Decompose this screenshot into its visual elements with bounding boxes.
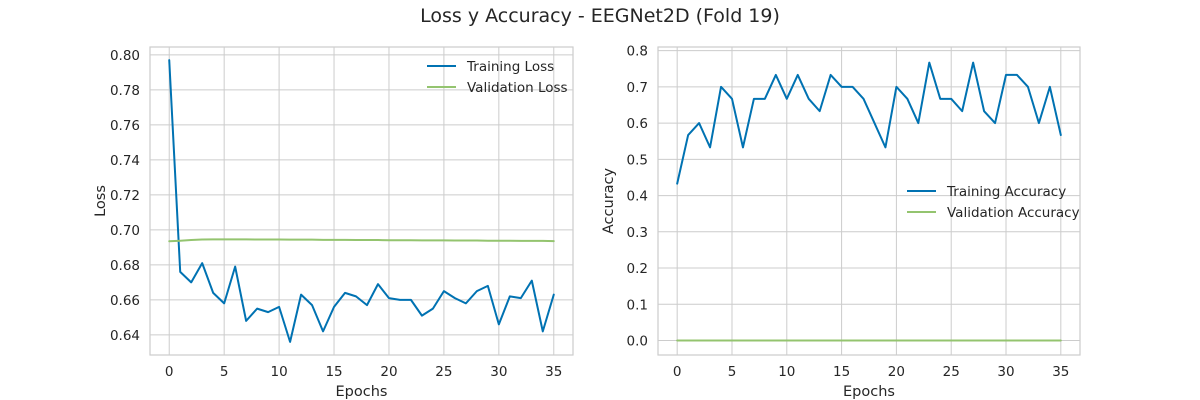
loss-x-tick-label: 20: [380, 364, 397, 380]
loss-panel: 0 5 10 15 20 25 30 35 0.64 0.66 0.68 0.70 0.72 0.74 0.…: [93, 46, 574, 400]
accuracy-y-tick-label: 0.6: [627, 116, 648, 132]
validation-loss-line: [168, 238, 555, 243]
training-loss-line: [168, 59, 555, 343]
loss-x-tick-label: 15: [325, 364, 342, 380]
accuracy-y-tick-label: 0.0: [627, 334, 648, 350]
loss-y-tick-label: 0.72: [110, 188, 140, 204]
accuracy-plot-frame: [657, 46, 1081, 356]
loss-x-tick-label: 5: [220, 364, 229, 380]
loss-y-tick-label: 0.66: [110, 293, 140, 309]
loss-y-tick-label: 0.70: [110, 223, 140, 239]
accuracy-legend: Training Accuracy Validation Accuracy: [907, 184, 1080, 221]
loss-y-tick-label: 0.76: [110, 118, 140, 134]
loss-y-axis-label: Loss: [93, 185, 109, 217]
loss-y-tick-label: 0.68: [110, 258, 140, 274]
loss-x-tick-label: 35: [545, 364, 562, 380]
loss-y-tick-label: 0.74: [110, 153, 140, 169]
accuracy-y-tick-label: 0.3: [627, 225, 648, 241]
loss-x-axis-label: Epochs: [336, 384, 388, 400]
accuracy-x-tick-label: 35: [1052, 364, 1069, 380]
accuracy-y-tick-label: 0.8: [627, 44, 648, 60]
accuracy-y-tick-label: 0.2: [627, 261, 648, 277]
loss-plot-frame: [149, 46, 574, 356]
accuracy-x-tick-label: 10: [778, 364, 795, 380]
loss-x-tick-label: 0: [165, 364, 174, 380]
accuracy-y-tick-label: 0.1: [627, 297, 648, 313]
loss-y-tick-label: 0.78: [110, 83, 140, 99]
loss-legend: Training Loss Validation Loss: [427, 59, 568, 96]
figure-title: Loss y Accuracy - EEGNet2D (Fold 19): [420, 5, 780, 27]
loss-y-tick-label: 0.64: [110, 328, 140, 344]
accuracy-x-tick-label: 0: [673, 364, 682, 380]
accuracy-y-tick-label: 0.7: [627, 80, 648, 96]
validation-accuracy-legend-label: Validation Accuracy: [947, 205, 1080, 221]
accuracy-y-tick-label: 0.4: [627, 189, 648, 205]
accuracy-x-tick-label: 20: [888, 364, 905, 380]
accuracy-y-axis-label: Accuracy: [601, 167, 617, 234]
accuracy-x-tick-label: 15: [833, 364, 850, 380]
accuracy-x-tick-label: 5: [728, 364, 737, 380]
loss-y-tick-label: 0.80: [110, 48, 140, 64]
accuracy-panel: 0 5 10 15 20 25 30 35 0.0 0.1 0.2 0.3 0.4 0.5 0.6 0.7 0.…: [601, 44, 1081, 400]
training-accuracy-line: [676, 61, 1062, 185]
training-loss-legend-label: Training Loss: [466, 59, 554, 75]
accuracy-grid: [658, 47, 1080, 355]
accuracy-y-tick-label: 0.5: [627, 152, 648, 168]
training-accuracy-legend-label: Training Accuracy: [946, 184, 1066, 200]
accuracy-x-tick-label: 30: [997, 364, 1014, 380]
loss-x-tick-label: 10: [271, 364, 288, 380]
accuracy-x-axis-label: Epochs: [843, 384, 895, 400]
validation-loss-legend-label: Validation Loss: [467, 80, 568, 96]
accuracy-x-tick-label: 25: [943, 364, 960, 380]
loss-x-tick-label: 30: [490, 364, 507, 380]
loss-x-tick-label: 25: [435, 364, 452, 380]
